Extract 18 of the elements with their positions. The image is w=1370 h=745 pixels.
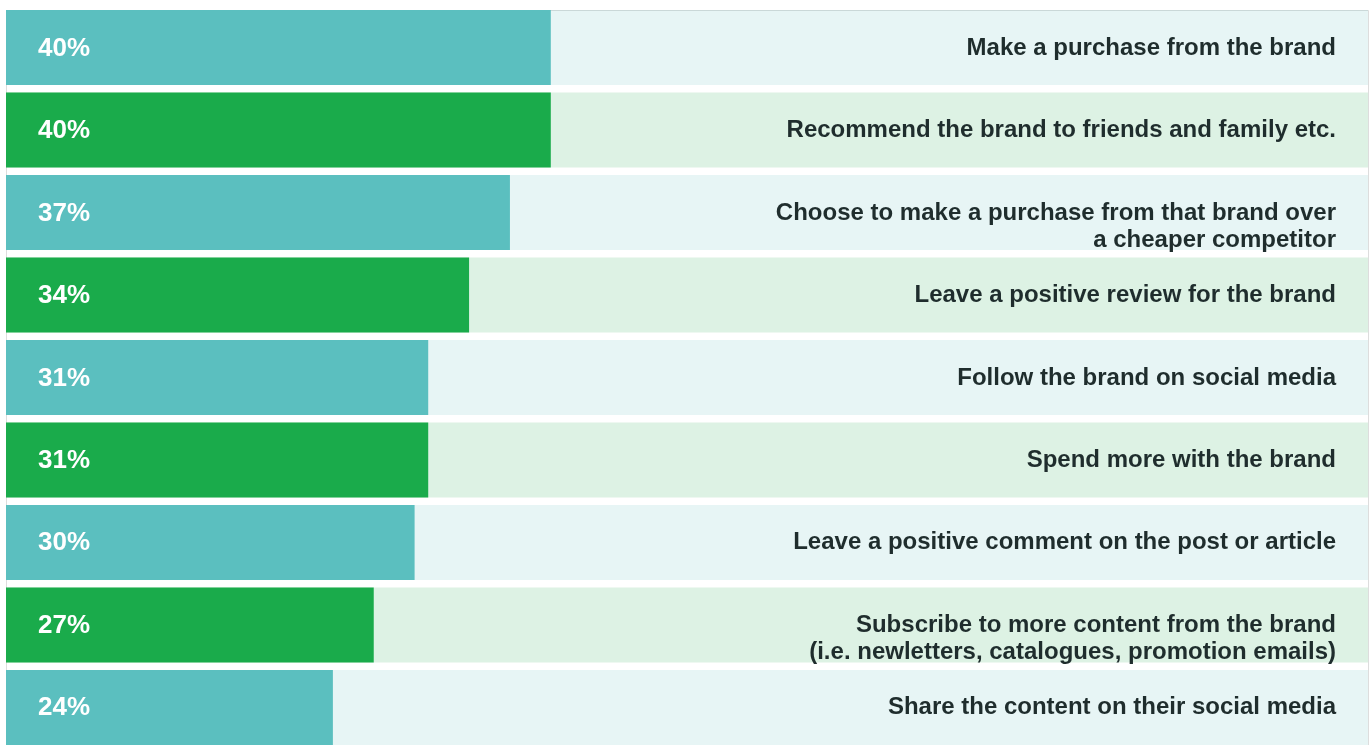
data-label: 27% <box>38 608 91 639</box>
data-label: 37% <box>38 196 91 227</box>
y-tick-label: Subscribe to more content from the brand (i.e. newletters, catalogues, promotion emails) <box>809 609 1336 664</box>
y-tick-label: Choose to make a purchase from that brand over a cheaper competitor <box>775 197 1336 252</box>
y-tick-label: Leave a positive comment on the post or article <box>793 527 1336 555</box>
y-tick-label: Follow the brand on social media <box>957 362 1337 390</box>
y-tick-label: Recommend the brand to friends and family etc. <box>786 115 1336 143</box>
data-label: 40% <box>38 114 91 145</box>
data-label: 40% <box>38 31 91 62</box>
y-tick-label: Spend more with the brand <box>1026 444 1336 472</box>
data-label: 31% <box>38 443 91 474</box>
y-tick-label: Make a purchase from the brand <box>966 32 1336 60</box>
data-label: 24% <box>38 691 91 722</box>
data-label: 30% <box>38 526 91 557</box>
data-label: 31% <box>38 361 91 392</box>
y-tick-label: Share the content on their social media <box>887 692 1337 720</box>
y-tick-label: Leave a positive review for the brand <box>914 280 1336 308</box>
data-label: 34% <box>38 279 91 310</box>
